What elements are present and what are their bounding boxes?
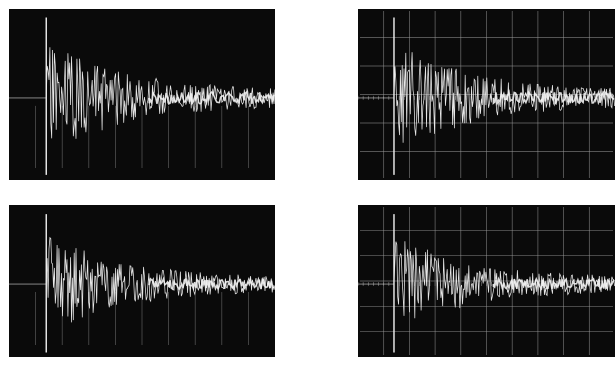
- trace-plot-bottom-left: [9, 214, 275, 353]
- graticule: [35, 105, 249, 168]
- trace-plot-top-left: [9, 17, 275, 175]
- trace-plot-top-right: [358, 11, 615, 178]
- waveform-trace: [45, 47, 275, 139]
- graticule: [358, 207, 613, 355]
- waveform-tail-band: [492, 276, 615, 291]
- trace-plot-bottom-right: [358, 207, 615, 355]
- waveform-tail-band: [148, 276, 275, 292]
- oscilloscope-screen-bottom-left: [9, 205, 275, 357]
- waveform-trace: [393, 52, 615, 143]
- waveform-tail-band: [148, 89, 275, 107]
- waveform-trace: [393, 241, 615, 319]
- oscilloscope-screen-bottom-right: [358, 205, 615, 357]
- oscilloscope-screen-top-left: [9, 9, 275, 180]
- waveform-tail-band: [492, 88, 615, 106]
- oscilloscope-screen-top-right: [358, 9, 615, 180]
